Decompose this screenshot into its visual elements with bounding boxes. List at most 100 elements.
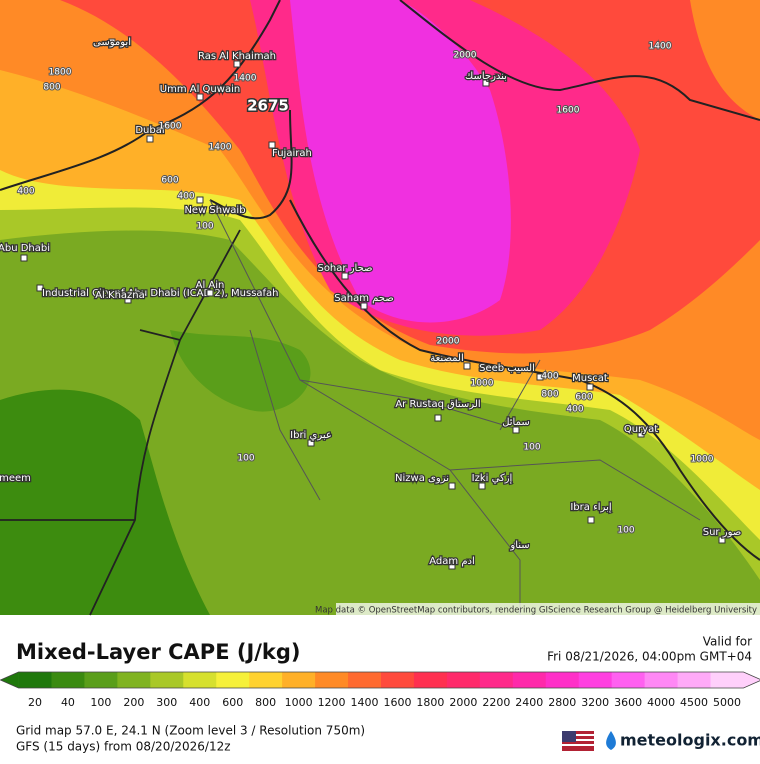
- legend-label: 1800: [416, 696, 444, 709]
- legend-swatch: [545, 672, 580, 688]
- place-marker: [536, 373, 544, 381]
- place-marker: [206, 289, 214, 297]
- place-label: ابوموسى: [93, 37, 131, 48]
- place-marker: [513, 541, 521, 549]
- legend-swatch: [18, 672, 52, 688]
- legend-label: 100: [90, 696, 111, 709]
- contour-label: 1000: [691, 455, 714, 465]
- place-label: Al Khazna: [95, 290, 145, 301]
- place-marker: [20, 254, 28, 262]
- place-label: سناو: [509, 540, 529, 551]
- place-marker: [108, 38, 116, 46]
- legend-swatch: [479, 672, 514, 688]
- place-label: Quryat: [624, 424, 658, 435]
- contour-label: 100: [617, 526, 634, 536]
- place-marker: [124, 296, 132, 304]
- place-marker: [36, 284, 44, 292]
- legend-swatch: [446, 672, 481, 688]
- place-label: Abu Dhabi: [0, 243, 50, 254]
- legend-swatch: [611, 672, 646, 688]
- legend-swatch: [381, 672, 415, 688]
- legend-label: 4500: [680, 696, 708, 709]
- legend-label: 1200: [318, 696, 346, 709]
- legend-label: 2000: [449, 696, 477, 709]
- place-marker: [587, 516, 595, 524]
- field-green: [170, 330, 311, 412]
- valid-time: Fri 08/21/2026, 04:00pm GMT+04: [547, 650, 752, 664]
- attribution: Map data © OpenStreetMap contributors, r…: [315, 606, 757, 616]
- contour-label: 1400: [649, 42, 672, 52]
- legend-label: 40: [61, 696, 75, 709]
- coastline: [0, 0, 760, 561]
- place-label: Muscat: [572, 373, 608, 384]
- road: [209, 199, 701, 615]
- place-label: Ar Rustaq الرستاق: [395, 399, 480, 410]
- place-label: Dubai: [135, 125, 164, 136]
- legend-swatch: [315, 672, 349, 688]
- contour-label: 100: [523, 443, 540, 453]
- attribution-bg: [336, 603, 760, 615]
- place-label: Umm Al Quwain: [160, 84, 240, 95]
- contour-label: 1400: [234, 74, 257, 84]
- place-marker: [512, 426, 520, 434]
- contour-label: 800: [43, 83, 60, 93]
- legend-label: 400: [189, 696, 210, 709]
- legend-label: 2800: [548, 696, 576, 709]
- contour-label: 400: [566, 405, 583, 415]
- place-marker: [586, 383, 594, 391]
- legend-swatch: [150, 672, 184, 688]
- legend-swatch: [677, 672, 712, 688]
- place-label: المصنعة: [430, 353, 463, 364]
- legend-label: 4000: [647, 696, 675, 709]
- legend-swatch: [512, 672, 547, 688]
- place-marker: [478, 482, 486, 490]
- place-label: Seeb السيب: [479, 363, 535, 374]
- legend-label: 3600: [614, 696, 642, 709]
- place-marker: [448, 482, 456, 490]
- contour-label: 100: [196, 222, 213, 232]
- place-label: New Shwaib: [184, 205, 245, 216]
- contour-label: 2000: [454, 51, 477, 61]
- contour-label: 1000: [471, 379, 494, 389]
- place-label: Fujairah: [272, 148, 312, 159]
- flag: [562, 731, 594, 751]
- legend-label: 2200: [482, 696, 510, 709]
- legend-swatch: [117, 672, 151, 688]
- place-label: بندرجاسك: [465, 71, 507, 82]
- legend-label: 600: [222, 696, 243, 709]
- place-label: Adam ادم: [429, 556, 475, 567]
- place-label: Al Ain: [196, 280, 225, 291]
- place-marker: [637, 430, 645, 438]
- contour-label: 100: [237, 454, 254, 464]
- max-label: 2675: [247, 97, 289, 115]
- place-label: meem: [0, 473, 31, 484]
- legend-swatch: [578, 672, 613, 688]
- legend-label: 1600: [383, 696, 411, 709]
- model-info: GFS (15 days) from 08/20/2026/12z: [16, 740, 231, 754]
- legend-swatch: [216, 672, 250, 688]
- legend-label: 1400: [351, 696, 379, 709]
- place-marker: [0, 474, 4, 482]
- legend-swatch: [249, 672, 283, 688]
- legend-swatch: [413, 672, 448, 688]
- legend: 20 40 100 200 300 400 600 800 1000 1200 1400 1600 18…: [0, 671, 760, 709]
- place-marker: [341, 272, 349, 280]
- place-label: Ibra إبراء: [570, 502, 612, 513]
- place-label: Saham صحم: [334, 293, 393, 304]
- place-marker: [146, 135, 154, 143]
- legend-label: 2400: [515, 696, 543, 709]
- contour-label: 400: [177, 192, 194, 202]
- contour-label: 600: [575, 393, 592, 403]
- place-label: Industrial City of Abu Dhabi (ICAD 2), M…: [42, 288, 279, 299]
- place-label: Ras Al Khaimah: [198, 51, 276, 62]
- place-marker: [268, 141, 276, 149]
- legend-swatch: [84, 672, 118, 688]
- brand: meteologix.com: [620, 731, 760, 750]
- title: Mixed-Layer CAPE (J/kg): [16, 640, 301, 664]
- grid-info: Grid map 57.0 E, 24.1 N (Zoom level 3 / …: [16, 724, 365, 738]
- contour-label: 400: [541, 372, 558, 382]
- logo-icon: [606, 731, 616, 750]
- place-marker: [233, 60, 241, 68]
- contour-label: 800: [541, 390, 558, 400]
